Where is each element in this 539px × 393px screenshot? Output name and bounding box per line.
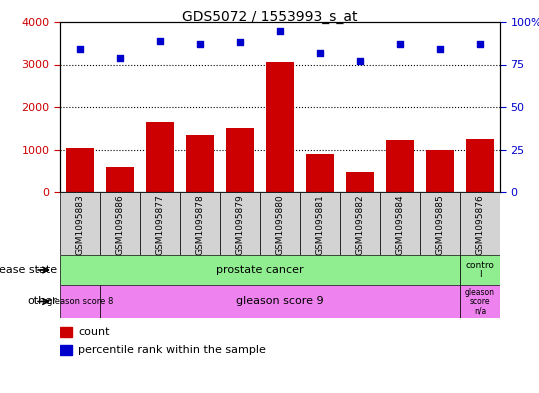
- Bar: [420, 192, 460, 255]
- Bar: [346, 172, 374, 192]
- Bar: [226, 128, 254, 192]
- Text: GSM1095886: GSM1095886: [115, 194, 125, 255]
- Text: GDS5072 / 1553993_s_at: GDS5072 / 1553993_s_at: [182, 10, 357, 24]
- Bar: [186, 135, 214, 192]
- Text: gleason score 9: gleason score 9: [236, 296, 324, 307]
- Bar: [386, 140, 414, 192]
- Text: gleason
score
n/a: gleason score n/a: [465, 288, 495, 315]
- Point: [436, 46, 444, 52]
- Bar: [146, 122, 174, 192]
- Bar: [260, 192, 300, 255]
- Bar: [106, 167, 134, 192]
- Text: GSM1095883: GSM1095883: [75, 194, 85, 255]
- Text: GSM1095881: GSM1095881: [315, 194, 324, 255]
- Text: contro
l: contro l: [466, 261, 494, 279]
- Point: [156, 38, 164, 44]
- Bar: [426, 149, 454, 192]
- Bar: [460, 285, 500, 318]
- Text: count: count: [78, 327, 110, 337]
- Text: percentile rank within the sample: percentile rank within the sample: [78, 345, 266, 355]
- Bar: [140, 192, 180, 255]
- Text: GSM1095877: GSM1095877: [155, 194, 164, 255]
- Bar: [460, 192, 500, 255]
- Bar: [60, 192, 100, 255]
- Bar: [466, 139, 494, 192]
- Bar: [100, 285, 460, 318]
- Bar: [100, 192, 140, 255]
- Text: GSM1095885: GSM1095885: [436, 194, 445, 255]
- Bar: [66, 148, 94, 192]
- Point: [196, 41, 204, 47]
- Point: [75, 46, 84, 52]
- Text: GSM1095882: GSM1095882: [356, 194, 364, 255]
- Bar: [300, 192, 340, 255]
- Bar: [340, 192, 380, 255]
- Bar: [220, 192, 260, 255]
- Bar: [380, 192, 420, 255]
- Text: gleason score 8: gleason score 8: [47, 297, 113, 306]
- Point: [116, 55, 125, 61]
- Text: GSM1095880: GSM1095880: [275, 194, 285, 255]
- Point: [476, 41, 485, 47]
- Bar: [266, 62, 294, 192]
- Bar: [60, 327, 72, 337]
- Text: GSM1095876: GSM1095876: [475, 194, 485, 255]
- Point: [356, 58, 364, 64]
- Text: GSM1095884: GSM1095884: [396, 194, 404, 255]
- Text: disease state: disease state: [0, 265, 57, 275]
- Bar: [180, 192, 220, 255]
- Point: [396, 41, 404, 47]
- Bar: [460, 255, 500, 285]
- Text: other: other: [27, 296, 57, 307]
- Text: GSM1095879: GSM1095879: [236, 194, 245, 255]
- Text: prostate cancer: prostate cancer: [216, 265, 304, 275]
- Point: [316, 50, 324, 56]
- Text: GSM1095878: GSM1095878: [196, 194, 204, 255]
- Bar: [60, 285, 100, 318]
- Bar: [306, 154, 334, 192]
- Point: [275, 28, 284, 34]
- Point: [236, 39, 244, 46]
- Bar: [60, 345, 72, 355]
